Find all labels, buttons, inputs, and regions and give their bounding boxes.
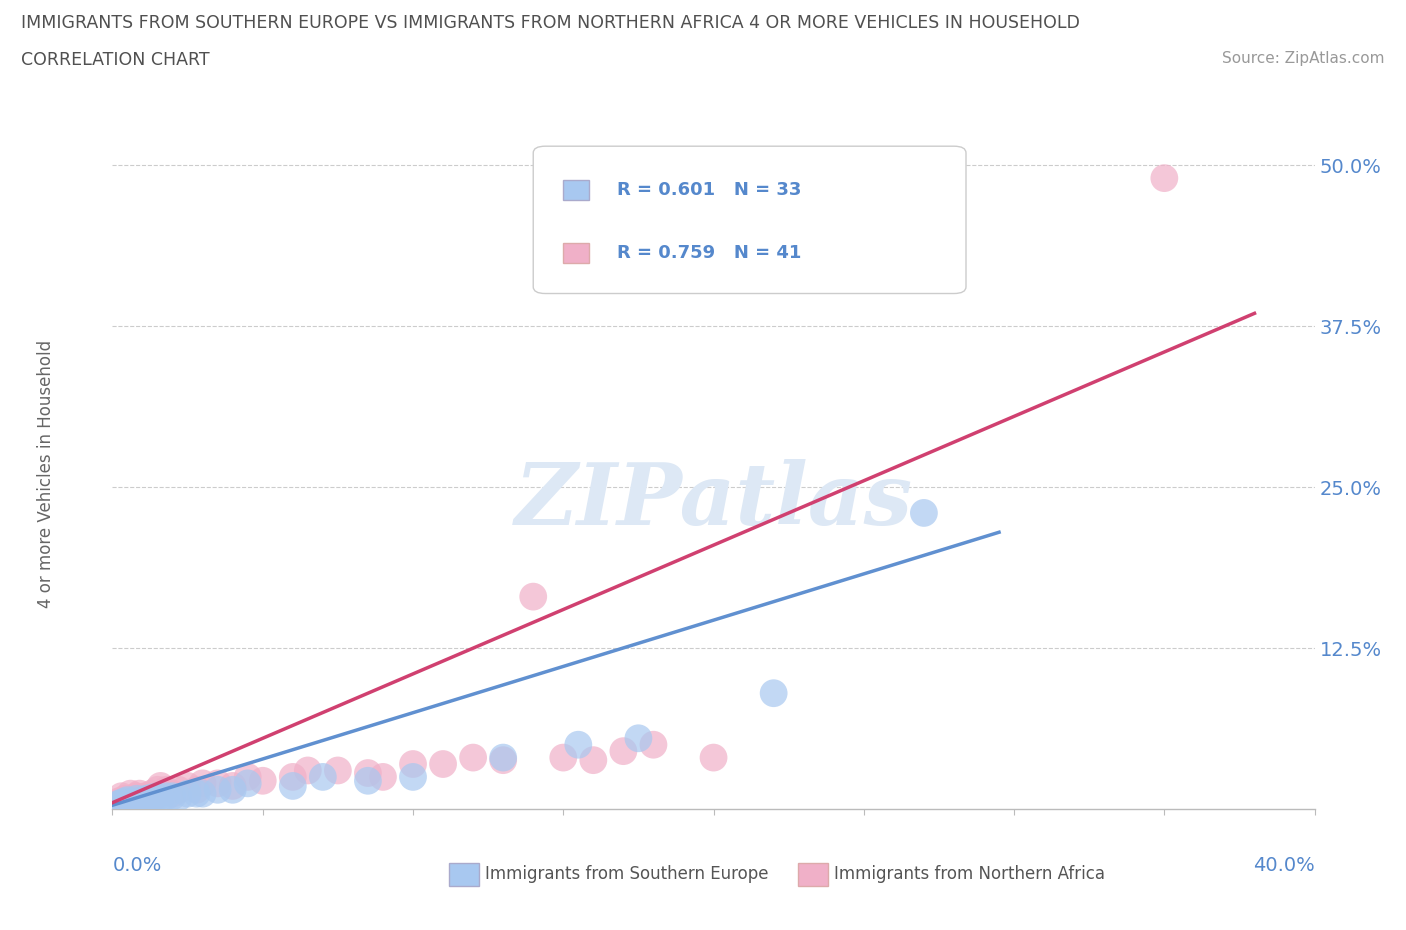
Point xyxy=(128,786,150,801)
Point xyxy=(297,763,319,777)
Point xyxy=(236,769,259,784)
Point xyxy=(143,790,166,805)
Point xyxy=(492,752,515,767)
Point xyxy=(281,769,304,784)
Point xyxy=(762,685,785,700)
Point xyxy=(162,786,184,801)
Point xyxy=(167,782,190,797)
Point xyxy=(567,737,589,752)
Point xyxy=(186,786,208,801)
Text: IMMIGRANTS FROM SOUTHERN EUROPE VS IMMIGRANTS FROM NORTHERN AFRICA 4 OR MORE VEH: IMMIGRANTS FROM SOUTHERN EUROPE VS IMMIG… xyxy=(21,14,1080,32)
Text: R = 0.601   N = 33: R = 0.601 N = 33 xyxy=(617,181,801,199)
Point xyxy=(612,744,634,759)
Point xyxy=(110,789,132,804)
Point xyxy=(131,792,153,807)
Point xyxy=(371,769,394,784)
Point xyxy=(110,795,132,810)
Point xyxy=(155,782,177,797)
Point xyxy=(522,590,544,604)
Point xyxy=(146,789,169,804)
Point xyxy=(125,789,148,804)
Point xyxy=(128,794,150,809)
Point xyxy=(582,752,605,767)
Point xyxy=(702,751,725,765)
Point xyxy=(117,792,139,807)
Point xyxy=(149,791,172,806)
Point xyxy=(107,796,129,811)
Point xyxy=(236,776,259,790)
Point xyxy=(402,769,425,784)
Text: Source: ZipAtlas.com: Source: ZipAtlas.com xyxy=(1222,51,1385,66)
Point xyxy=(131,792,153,807)
Point xyxy=(357,765,380,780)
Text: 4 or more Vehicles in Household: 4 or more Vehicles in Household xyxy=(38,340,55,608)
Point xyxy=(162,789,184,804)
Point xyxy=(186,782,208,797)
Point xyxy=(176,786,198,801)
Point xyxy=(120,795,142,810)
FancyBboxPatch shape xyxy=(533,146,966,294)
Point xyxy=(1153,171,1175,186)
Point xyxy=(114,794,136,809)
Point xyxy=(252,774,274,789)
Point xyxy=(176,778,198,793)
Point xyxy=(191,786,214,801)
Point xyxy=(312,769,335,784)
Point xyxy=(222,778,245,793)
Text: ZIPatlas: ZIPatlas xyxy=(515,459,912,543)
Bar xyxy=(797,863,828,886)
Point xyxy=(222,782,245,797)
Bar xyxy=(449,863,479,886)
Point xyxy=(627,731,650,746)
Point xyxy=(138,789,160,804)
Point xyxy=(461,751,484,765)
Point xyxy=(141,790,163,805)
Point xyxy=(125,791,148,806)
Point xyxy=(402,757,425,772)
Point xyxy=(357,774,380,789)
Point xyxy=(107,794,129,809)
Point xyxy=(114,791,136,806)
Text: CORRELATION CHART: CORRELATION CHART xyxy=(21,51,209,69)
Point xyxy=(207,782,229,797)
Point xyxy=(135,789,157,804)
Point xyxy=(912,506,935,521)
Point xyxy=(149,778,172,793)
Point xyxy=(138,794,160,809)
Point xyxy=(191,776,214,790)
Point xyxy=(281,778,304,793)
Text: Immigrants from Southern Europe: Immigrants from Southern Europe xyxy=(485,865,769,884)
Point xyxy=(553,751,575,765)
Text: Immigrants from Northern Africa: Immigrants from Northern Africa xyxy=(834,865,1105,884)
Point xyxy=(432,757,454,772)
Point xyxy=(492,751,515,765)
Point xyxy=(326,763,349,777)
Point xyxy=(122,791,145,806)
Point xyxy=(120,786,142,801)
Point xyxy=(207,776,229,790)
Point xyxy=(141,786,163,801)
Text: 0.0%: 0.0% xyxy=(112,856,162,875)
Text: R = 0.759   N = 41: R = 0.759 N = 41 xyxy=(617,245,801,262)
Bar xyxy=(564,244,589,263)
Point xyxy=(135,791,157,806)
Text: 40.0%: 40.0% xyxy=(1253,856,1315,875)
Point xyxy=(122,794,145,809)
Point xyxy=(167,790,190,805)
Point xyxy=(117,795,139,810)
Point xyxy=(143,792,166,807)
Bar xyxy=(564,180,589,201)
Point xyxy=(146,782,169,797)
Point xyxy=(643,737,665,752)
Point xyxy=(155,789,177,804)
